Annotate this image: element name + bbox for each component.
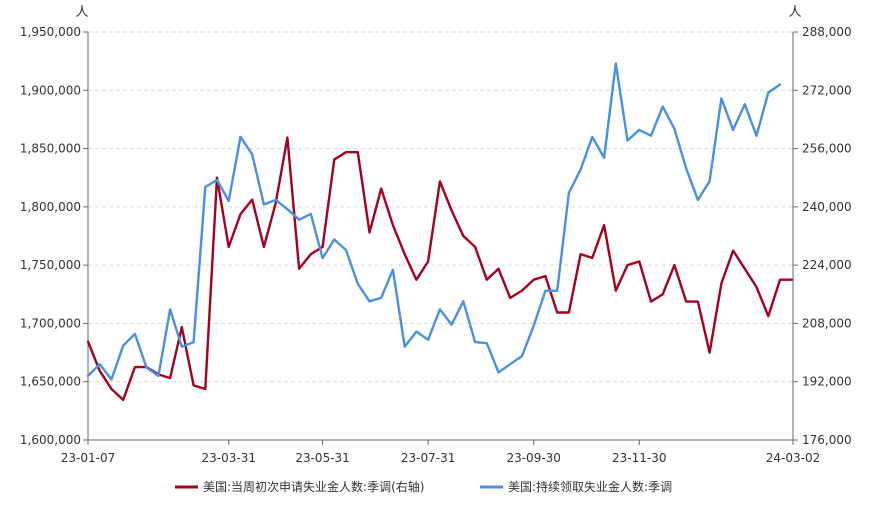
x-tick-label: 23-01-07: [61, 451, 115, 465]
legend: 美国:当周初次申请失业金人数:季调(右轴) 美国:持续领取失业金人数:季调: [175, 479, 672, 494]
legend-label-initial-claims: 美国:当周初次申请失业金人数:季调(右轴): [203, 479, 424, 494]
left-tick-label: 1,950,000: [20, 25, 81, 39]
left-tick-label: 1,700,000: [20, 316, 81, 330]
right-tick-label: 208,000: [802, 316, 852, 330]
x-axis-ticks: 23-01-07 23-03-31 23-05-31 23-07-31 23-09-30…: [61, 440, 820, 465]
left-tick-label: 1,850,000: [20, 142, 81, 156]
x-tick-label: 24-03-02: [766, 451, 820, 465]
x-tick-label: 23-07-31: [401, 451, 455, 465]
right-tick-label: 240,000: [802, 200, 852, 214]
right-tick-label: 192,000: [802, 375, 852, 389]
series-line-continuing-claims: [86, 62, 782, 381]
right-tick-label: 224,000: [802, 258, 852, 272]
axes: 人 人: [75, 5, 802, 441]
series-lines: [86, 62, 793, 402]
gridlines: [88, 31, 793, 383]
legend-label-continuing-claims: 美国:持续领取失业金人数:季调: [508, 479, 672, 494]
x-tick-label: 23-09-30: [506, 451, 560, 465]
right-tick-label: 176,000: [802, 433, 852, 447]
right-axis-ticks: 176,000 192,000 208,000 224,000 240,000 256,0…: [793, 25, 852, 447]
left-tick-label: 1,750,000: [20, 258, 81, 272]
series-line-initial-claims: [86, 136, 793, 402]
left-axis-unit: 人: [75, 5, 88, 20]
x-tick-label: 23-03-31: [202, 451, 256, 465]
right-tick-label: 256,000: [802, 142, 852, 156]
x-tick-label: 23-11-30: [612, 451, 666, 465]
left-tick-label: 1,900,000: [20, 83, 81, 97]
right-tick-label: 288,000: [802, 25, 852, 39]
left-tick-label: 1,800,000: [20, 200, 81, 214]
right-tick-label: 272,000: [802, 83, 852, 97]
right-axis-unit: 人: [788, 5, 801, 20]
left-tick-label: 1,650,000: [20, 375, 81, 389]
left-axis-ticks: 1,600,000 1,650,000 1,700,000 1,750,000 1,80…: [20, 25, 88, 447]
left-tick-label: 1,600,000: [20, 433, 81, 447]
x-tick-label: 23-05-31: [295, 451, 349, 465]
